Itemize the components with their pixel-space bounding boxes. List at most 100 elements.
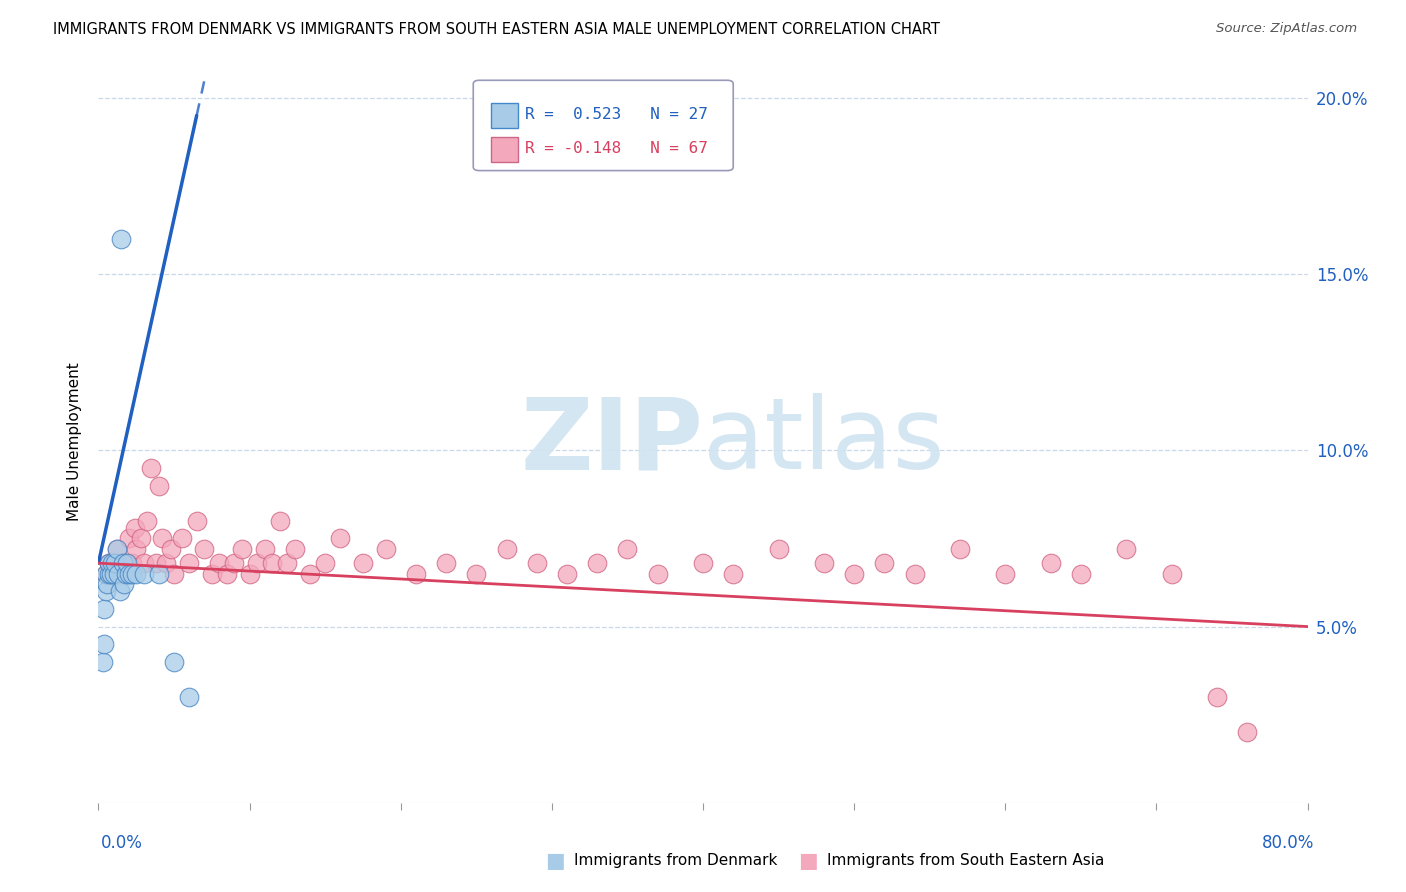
Point (231, 542, 253, 557)
Point (723, 566, 745, 581)
Point (110, 566, 132, 581)
Point (193, 542, 215, 557)
Point (1115, 542, 1137, 557)
Point (135, 514, 157, 528)
Bar (492, 136, 517, 162)
Text: 80.0%: 80.0% (1263, 834, 1315, 852)
Text: ZIP: ZIP (520, 393, 703, 490)
Point (1070, 566, 1092, 581)
Point (224, 556, 246, 570)
Point (239, 566, 262, 581)
Point (111, 556, 134, 570)
Point (114, 556, 136, 570)
Point (284, 542, 307, 557)
Point (94, 584, 117, 599)
Point (215, 566, 238, 581)
Point (118, 566, 141, 581)
Text: ■: ■ (799, 851, 818, 871)
Point (141, 461, 163, 475)
Point (904, 566, 927, 581)
Point (163, 655, 186, 669)
Point (150, 532, 173, 546)
Point (107, 566, 129, 581)
Text: IMMIGRANTS FROM DENMARK VS IMMIGRANTS FROM SOUTH EASTERN ASIA MALE UNEMPLOYMENT : IMMIGRANTS FROM DENMARK VS IMMIGRANTS FR… (53, 22, 941, 37)
Point (299, 566, 322, 581)
Point (208, 556, 231, 570)
Point (1160, 566, 1182, 581)
Y-axis label: Male Unemployment: Male Unemployment (67, 362, 83, 521)
Point (186, 514, 208, 528)
Point (98, 566, 121, 581)
Point (111, 556, 134, 570)
Point (121, 566, 143, 581)
Point (100, 566, 122, 581)
Point (129, 532, 152, 546)
Point (91, 655, 114, 669)
Point (94, 566, 117, 581)
Text: Immigrants from South Eastern Asia: Immigrants from South Eastern Asia (827, 854, 1104, 868)
Text: Immigrants from Denmark: Immigrants from Denmark (574, 854, 778, 868)
Point (94, 566, 117, 581)
Point (949, 542, 972, 557)
Point (104, 556, 127, 570)
Point (586, 556, 609, 570)
Point (108, 584, 131, 599)
Point (465, 566, 488, 581)
Point (145, 556, 167, 570)
Point (121, 556, 143, 570)
Point (148, 478, 170, 492)
Point (132, 566, 155, 581)
Point (201, 566, 224, 581)
Point (495, 542, 517, 557)
Point (170, 532, 193, 546)
Point (125, 542, 148, 557)
Point (352, 556, 374, 570)
Point (96, 577, 118, 591)
Point (105, 542, 128, 557)
Point (1206, 690, 1229, 704)
Point (155, 556, 177, 570)
Point (269, 514, 291, 528)
Text: ■: ■ (546, 851, 565, 871)
Text: atlas: atlas (703, 393, 945, 490)
Point (994, 566, 1017, 581)
Point (844, 566, 866, 581)
Point (813, 556, 835, 570)
Point (246, 556, 269, 570)
Bar (492, 103, 517, 128)
Text: R =  0.523   N = 27: R = 0.523 N = 27 (526, 107, 709, 122)
Point (98, 556, 121, 570)
Text: R = -0.148   N = 67: R = -0.148 N = 67 (526, 142, 709, 156)
FancyBboxPatch shape (474, 80, 734, 170)
Point (276, 556, 298, 570)
Point (132, 556, 155, 570)
Point (148, 566, 170, 581)
Point (124, 521, 146, 535)
Point (262, 556, 284, 570)
Point (179, 690, 201, 704)
Text: Source: ZipAtlas.com: Source: ZipAtlas.com (1216, 22, 1357, 36)
Point (873, 556, 896, 570)
Point (114, 566, 136, 581)
Point (692, 556, 714, 570)
Point (115, 556, 138, 570)
Point (160, 542, 183, 557)
Point (98, 556, 121, 570)
Point (253, 542, 276, 557)
Point (105, 542, 128, 557)
Point (163, 566, 186, 581)
Point (107, 566, 129, 581)
Point (329, 532, 352, 546)
Point (616, 542, 638, 557)
Point (110, 232, 132, 246)
Point (374, 542, 396, 557)
Point (179, 556, 201, 570)
Point (93, 602, 115, 616)
Point (118, 532, 141, 546)
Point (103, 556, 125, 570)
Point (314, 556, 336, 570)
Point (101, 556, 124, 570)
Text: 0.0%: 0.0% (101, 834, 143, 852)
Point (434, 556, 457, 570)
Point (93, 637, 115, 651)
